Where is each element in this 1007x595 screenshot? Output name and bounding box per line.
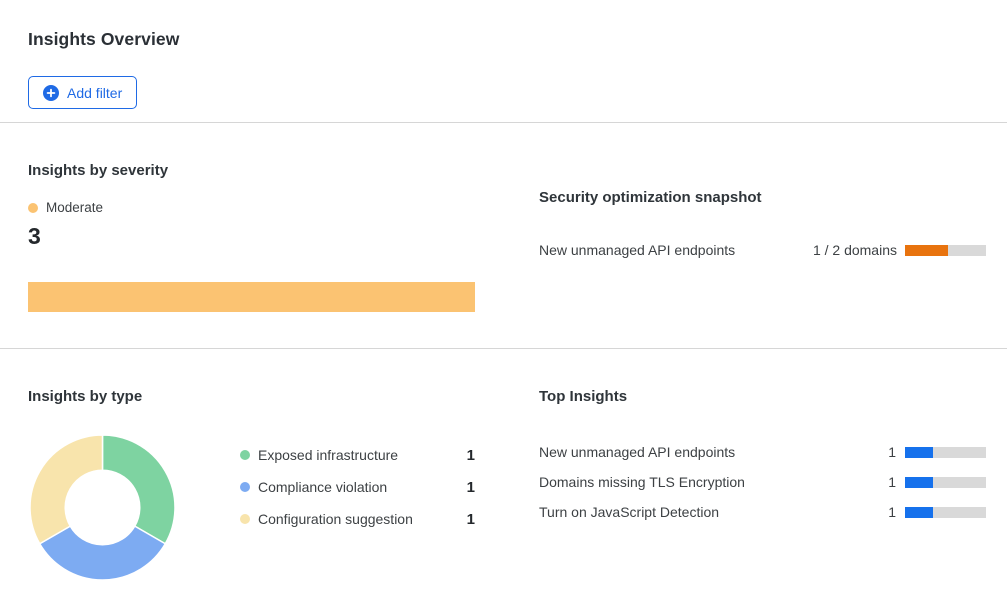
snapshot-row-value: 1 / 2 domains [812, 242, 897, 258]
top-insights-section: Top Insights New unmanaged API endpoints… [539, 349, 986, 580]
top-insight-row-domains-missing-tls-encryption: Domains missing TLS Encryption 1 [539, 467, 986, 497]
top-insight-row-new-unmanaged-api-endpoints: New unmanaged API endpoints 1 [539, 437, 986, 467]
snapshot-progress-track [905, 244, 986, 256]
top-insight-label: New unmanaged API endpoints [539, 444, 736, 460]
legend-value: 1 [466, 478, 475, 496]
top-insight-bar-fill [905, 446, 933, 458]
top-insight-bar-track [905, 476, 986, 488]
page-header: Insights Overview Add filter [0, 0, 1007, 109]
type-section-heading: Insights by type [28, 388, 143, 405]
top-insight-label: Domains missing TLS Encryption [539, 474, 745, 490]
type-legend: Exposed infrastructure 1 Compliance viol… [240, 439, 475, 535]
header-divider [0, 122, 1007, 123]
plus-circle-icon [43, 84, 59, 101]
snapshot-row-label: New unmanaged API endpoints [539, 242, 736, 258]
legend-label: Configuration suggestion [258, 511, 413, 527]
top-insights-heading: Top Insights [539, 388, 628, 405]
type-chart-area: Exposed infrastructure 1 Compliance viol… [28, 405, 475, 581]
insights-by-severity-section: Insights by severity Moderate 3 [28, 123, 475, 312]
legend-value: 1 [466, 446, 475, 464]
legend-label: Compliance violation [258, 479, 388, 495]
legend-label: Exposed infrastructure [258, 447, 399, 463]
severity-section-heading: Insights by severity [28, 162, 169, 179]
add-filter-button[interactable]: Add filter [28, 76, 138, 109]
severity-bar-chart [28, 282, 475, 312]
legend-item-configuration-suggestion: Configuration suggestion 1 [240, 503, 475, 535]
legend-value: 1 [466, 510, 475, 528]
snapshot-row: New unmanaged API endpoints 1 / 2 domain… [539, 242, 986, 258]
insights-by-type-donut-chart [29, 434, 176, 581]
donut-slice-exposed-infrastructure [101, 434, 176, 545]
donut-slice-configuration-suggestion [29, 434, 104, 545]
donut-slice-compliance-violation [38, 525, 167, 581]
top-insight-row-turn-on-javascript-detection: Turn on JavaScript Detection 1 [539, 497, 986, 527]
top-insight-value: 1 [888, 474, 896, 490]
severity-count: 3 [28, 223, 41, 249]
severity-legend-item: Moderate [28, 200, 475, 215]
top-insight-bar-track [905, 446, 986, 458]
moderate-legend-dot [28, 202, 38, 213]
page-title: Insights Overview [28, 29, 180, 49]
top-insight-bar-fill [905, 476, 933, 488]
top-insight-value: 1 [888, 504, 896, 520]
legend-item-compliance-violation: Compliance violation 1 [240, 471, 475, 503]
blue-legend-dot [240, 482, 250, 492]
security-optimization-snapshot-section: Security optimization snapshot New unman… [539, 123, 986, 312]
dashboard-row-2: Insights by type Exposed infrastructure … [0, 349, 1007, 581]
yellow-legend-dot [240, 514, 250, 524]
snapshot-section-heading: Security optimization snapshot [539, 189, 762, 206]
top-insights-list: New unmanaged API endpoints 1 Domains mi… [539, 437, 986, 527]
top-insight-label: Turn on JavaScript Detection [539, 504, 720, 520]
green-legend-dot [240, 450, 250, 460]
top-insight-value: 1 [888, 444, 896, 460]
severity-legend-label: Moderate [46, 200, 104, 215]
section-divider [0, 348, 1007, 349]
legend-item-exposed-infrastructure: Exposed infrastructure 1 [240, 439, 475, 471]
snapshot-progress-fill [905, 244, 948, 256]
top-insight-bar-track [905, 506, 986, 518]
dashboard-row-1: Insights by severity Moderate 3 Security… [0, 123, 1007, 312]
add-filter-label: Add filter [67, 84, 123, 101]
top-insight-bar-fill [905, 506, 933, 518]
insights-by-type-section: Insights by type Exposed infrastructure … [28, 349, 475, 581]
